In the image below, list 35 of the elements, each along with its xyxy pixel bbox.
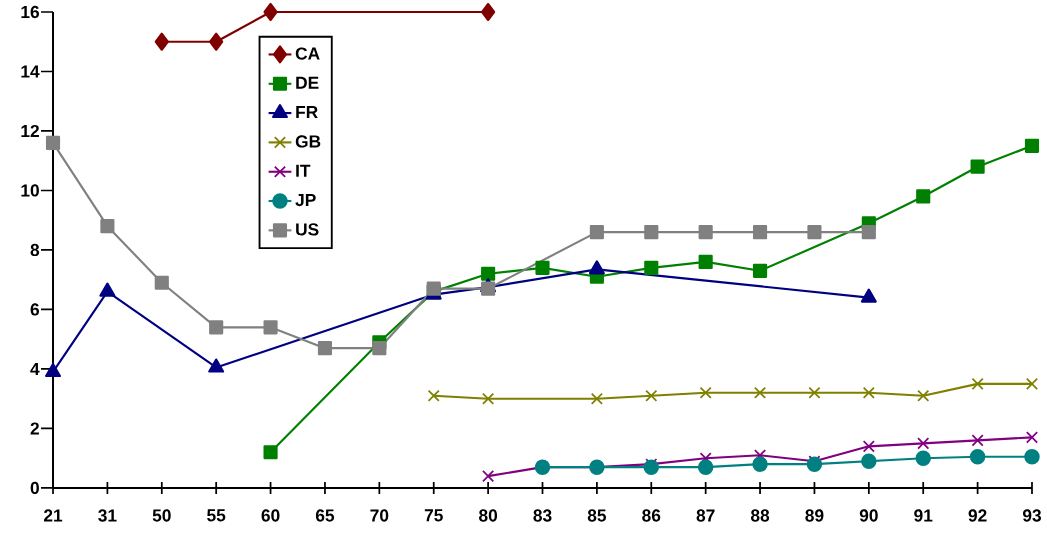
legend-label: US [296,223,319,236]
x-tick-label: 21 [43,509,63,522]
y-tick-label: 0 [30,481,39,495]
legend-label: GB [295,135,321,148]
y-tick-label: 14 [21,65,40,78]
y-tick-label: 12 [21,124,39,138]
x-tick-label: 88 [750,509,770,522]
x-tick-label: 86 [642,509,661,522]
x-tick-label: 93 [1022,509,1041,522]
legend-label: JP [295,194,316,207]
x-tick-label: 50 [152,509,171,522]
x-tick-label: 85 [587,509,607,522]
y-tick-label: 16 [21,5,39,19]
x-tick-label: 80 [479,509,498,522]
y-tick-label: 8 [30,243,40,257]
x-tick-label: 60 [261,509,280,522]
x-tick-label: 83 [533,509,552,522]
x-tick-label: 92 [968,509,987,522]
x-tick-label: 90 [859,509,878,522]
legend-label: IT [296,164,311,177]
x-tick-label: 87 [696,509,715,522]
x-tick-label: 75 [424,509,443,522]
x-tick-label: 91 [914,509,933,522]
y-tick-label: 2 [30,422,39,435]
x-tick-label: 31 [98,509,117,522]
y-tick-label: 4 [30,363,40,375]
x-tick-label: 55 [207,509,226,522]
x-tick-label: 65 [315,509,335,522]
x-tick-label: 70 [370,509,389,522]
legend-label: DE [296,76,319,89]
legend-label: CA [295,47,320,60]
legend-label: FR [296,106,318,119]
y-tick-label: 6 [30,303,40,316]
y-tick-label: 10 [21,184,39,197]
x-tick-label: 89 [805,509,824,522]
